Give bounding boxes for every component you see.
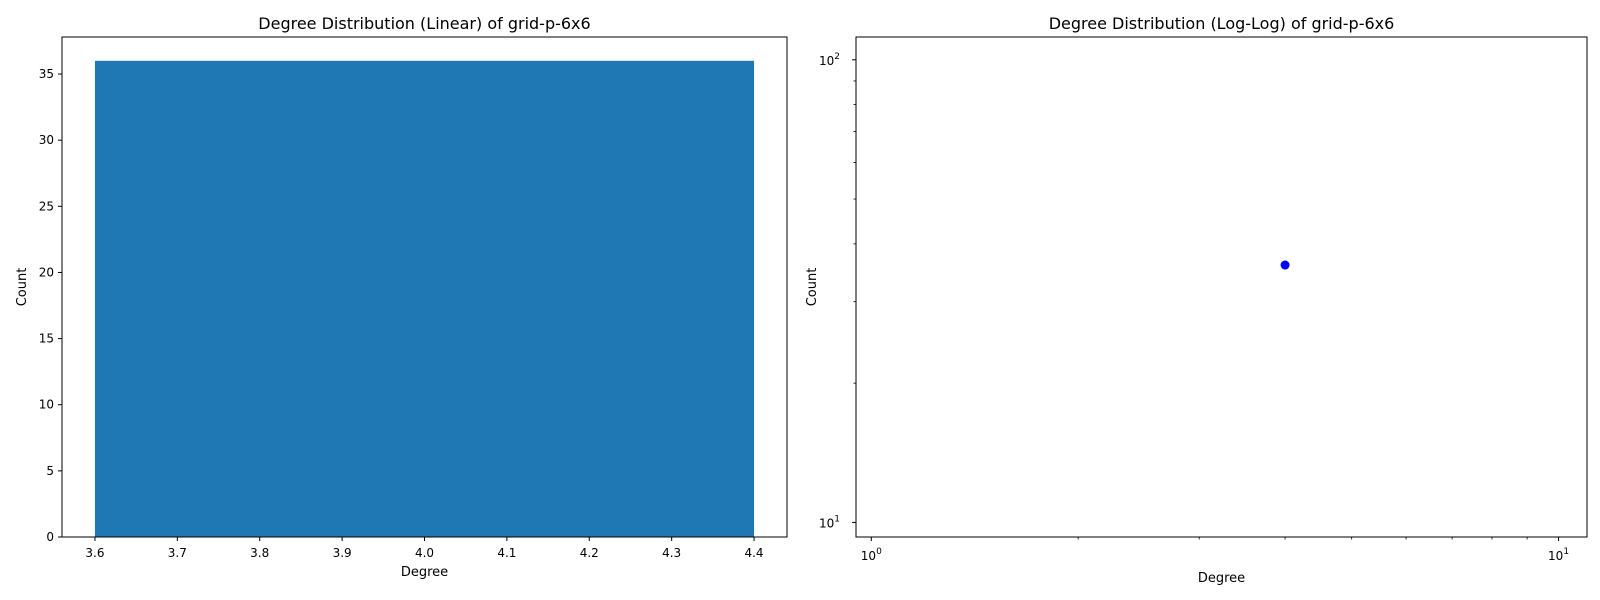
x-tick-label: 101 [1548,547,1569,563]
x-tick-label: 4.1 [497,546,516,560]
y-tick-label: 101 [819,514,840,530]
bar [94,60,755,538]
x-tick-label: 4.0 [415,546,434,560]
y-tick-label: 15 [39,332,54,346]
y-tick-label: 102 [819,52,840,68]
y-tick-label: 25 [39,199,54,213]
x-tick-label: 3.6 [85,546,104,560]
x-tick-label: 100 [861,547,882,563]
linear-x-ticks: 3.6 3.7 3.8 3.9 4.0 4.1 4.2 4.3 4.4 [85,537,764,560]
y-tick-label: 10 [39,398,54,412]
y-tick-label: 5 [46,464,54,478]
linear-x-axis-label: Degree [401,565,448,580]
x-tick-label: 3.8 [250,546,269,560]
linear-bars [94,60,755,538]
x-tick-label: 3.7 [168,546,187,560]
y-tick-label: 30 [39,133,54,147]
x-tick-label: 4.3 [662,546,681,560]
loglog-x-ticks: 100 101 [861,537,1569,563]
loglog-chart: Degree Distribution (Log-Log) of grid-p-… [805,14,1588,586]
y-tick-label: 20 [39,265,54,279]
y-tick-label: 0 [46,530,54,544]
linear-chart-title: Degree Distribution (Linear) of grid-p-6… [258,14,590,33]
loglog-y-ticks: 101 102 [819,52,856,530]
loglog-points [1280,260,1290,270]
linear-y-ticks: 0 5 10 15 20 25 30 35 [39,67,62,544]
y-tick-label: 35 [39,67,54,81]
loglog-y-axis-label: Count [805,268,820,307]
loglog-plot-frame [855,36,1588,538]
x-tick-label: 3.9 [333,546,352,560]
data-point [1280,260,1290,270]
loglog-chart-title: Degree Distribution (Log-Log) of grid-p-… [1049,14,1395,33]
x-tick-label: 4.2 [580,546,599,560]
x-tick-label: 4.4 [744,546,763,560]
linear-chart: Degree Distribution (Linear) of grid-p-6… [15,14,788,580]
linear-y-axis-label: Count [15,268,30,307]
loglog-x-axis-label: Degree [1198,571,1245,586]
